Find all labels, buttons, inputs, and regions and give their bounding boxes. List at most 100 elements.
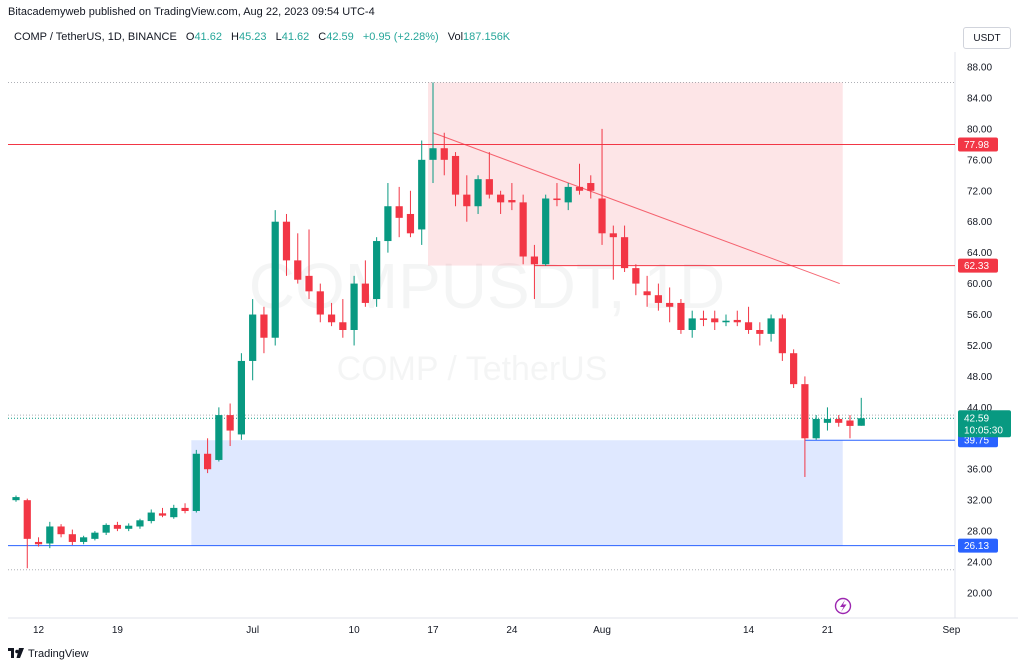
- candle: [688, 310, 696, 338]
- tradingview-logo-icon: [8, 648, 24, 658]
- publish-info: Bitacademyweb published on TradingView.c…: [8, 6, 375, 18]
- open-label: O: [185, 31, 195, 43]
- high-value: 45.23: [238, 31, 267, 43]
- candle: [192, 449, 200, 513]
- candle-body: [181, 507, 189, 512]
- candle-body: [812, 418, 820, 439]
- candle-body: [102, 524, 110, 533]
- candle-body: [474, 179, 482, 207]
- level-tag-text: 39.75: [964, 436, 989, 447]
- price-tick-label: 68.00: [967, 217, 992, 228]
- candle-body: [530, 256, 539, 265]
- candle: [643, 275, 651, 307]
- candle: [542, 194, 550, 266]
- candle-body: [722, 320, 730, 323]
- candle-body: [147, 512, 155, 522]
- candle: [711, 310, 719, 330]
- candle: [451, 152, 460, 207]
- candle: [282, 213, 291, 276]
- volume-label: Vol: [447, 31, 464, 43]
- price-tick-label: 20.00: [967, 589, 992, 600]
- price-tick-label: 36.00: [967, 465, 992, 476]
- candle-body: [373, 241, 381, 300]
- candle-body: [711, 318, 719, 323]
- footer-brand: TradingView: [28, 648, 89, 660]
- candle-body: [12, 497, 20, 501]
- candle-body: [620, 237, 629, 269]
- candle-body: [666, 302, 674, 307]
- candle: [835, 415, 843, 427]
- symbol-label[interactable]: COMP / TetherUS, 1D, BINANCE: [14, 31, 177, 43]
- candle-body: [733, 319, 741, 323]
- candle: [744, 306, 753, 334]
- candle-body: [598, 198, 606, 234]
- currency-button[interactable]: USDT: [963, 27, 1011, 49]
- candle-body: [542, 198, 550, 265]
- price-tick-label: 44.00: [967, 403, 992, 414]
- candle-body: [485, 179, 493, 195]
- candle-body: [632, 268, 640, 284]
- last-price-tag-bg: [958, 410, 1011, 438]
- candle: [350, 275, 358, 346]
- candle-body: [643, 291, 651, 296]
- candle-body: [271, 221, 279, 338]
- candle-body: [361, 283, 369, 303]
- price-tick-label: 60.00: [967, 279, 992, 290]
- candle-body: [790, 353, 798, 385]
- candle: [12, 495, 20, 502]
- candle-body: [609, 233, 617, 238]
- candle: [474, 175, 482, 214]
- candle: [790, 349, 798, 389]
- candle: [384, 183, 392, 253]
- level-tag-text: 62.33: [964, 261, 989, 272]
- candle: [102, 523, 110, 535]
- candle: [677, 299, 685, 334]
- candle: [136, 518, 144, 529]
- candle-body: [451, 155, 460, 195]
- candle: [463, 175, 471, 222]
- candle-body: [744, 322, 753, 330]
- candle-body: [395, 206, 403, 218]
- candle: [722, 314, 730, 327]
- candle: [147, 509, 155, 524]
- volume-value: 187.156K: [463, 31, 511, 43]
- candle-body: [846, 420, 854, 426]
- candle: [440, 132, 448, 176]
- price-tick-label: 88.00: [967, 63, 992, 74]
- candle: [271, 210, 279, 346]
- time-tick-label: 10: [349, 625, 361, 636]
- candle-body: [350, 283, 358, 330]
- candle-body: [226, 415, 234, 431]
- price-tick-label: 84.00: [967, 93, 992, 104]
- candle: [34, 537, 43, 547]
- candle-body: [91, 532, 99, 539]
- candle: [508, 183, 516, 211]
- candle-body: [677, 302, 685, 330]
- candle: [857, 397, 865, 426]
- trendline[interactable]: [432, 132, 840, 285]
- resistance-zone: [427, 82, 843, 266]
- time-tick-label: Aug: [593, 625, 611, 636]
- candle: [733, 310, 741, 327]
- candle: [598, 128, 606, 245]
- candle-body: [339, 322, 347, 330]
- candle: [587, 175, 595, 199]
- candle: [497, 190, 505, 214]
- close-value: 42.59: [326, 31, 354, 43]
- candle: [327, 302, 336, 327]
- candle-body: [260, 314, 268, 338]
- ohlc-legend: COMP / TetherUS, 1D, BINANCE O41.62 H45.…: [14, 31, 510, 43]
- price-tick-label: 64.00: [967, 248, 992, 259]
- candle-body: [136, 520, 144, 527]
- candle-body: [654, 295, 662, 303]
- candle: [756, 322, 764, 346]
- candle: [305, 229, 313, 300]
- price-tick-label: 28.00: [967, 527, 992, 538]
- candle-body: [68, 534, 76, 542]
- candle-body: [497, 194, 505, 203]
- candle: [823, 407, 832, 431]
- flash-icon[interactable]: [834, 597, 852, 615]
- price-tick-label: 76.00: [967, 155, 992, 166]
